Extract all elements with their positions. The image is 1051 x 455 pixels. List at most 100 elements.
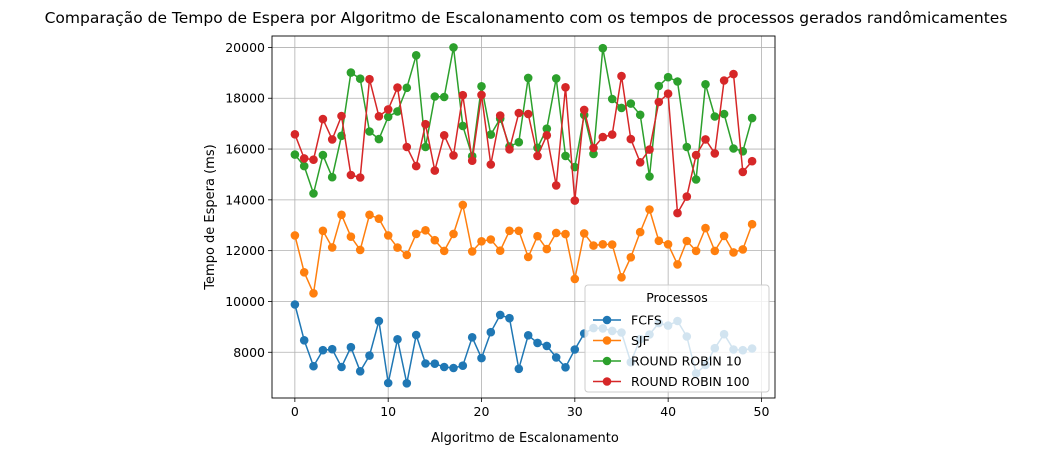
data-point-sjf — [393, 243, 402, 252]
data-point-fcfs — [327, 344, 337, 354]
data-point-round-robin-100 — [635, 158, 645, 167]
data-point-sjf — [365, 210, 374, 220]
legend-swatch-marker — [602, 356, 612, 366]
data-point-round-robin-100 — [663, 89, 673, 98]
data-point-round-robin-100 — [729, 69, 738, 79]
data-point-round-robin-10 — [691, 175, 701, 184]
legend-box — [584, 284, 770, 393]
x-tick-label: 0 — [291, 404, 299, 419]
series-line-round-robin-10 — [294, 46, 753, 195]
data-point-sjf — [374, 214, 384, 223]
y-tick-label: 10000 — [225, 294, 265, 309]
y-tick-label: 14000 — [225, 192, 265, 207]
data-point-round-robin-10 — [355, 74, 365, 83]
data-point-fcfs — [561, 363, 570, 372]
data-point-fcfs — [542, 341, 552, 351]
data-point-round-robin-10 — [747, 113, 757, 123]
data-point-round-robin-10 — [551, 74, 561, 83]
data-point-round-robin-100 — [701, 135, 710, 144]
y-tick-label: 8000 — [233, 345, 265, 360]
legend-entry-round-robin-100: ROUND ROBIN 100 — [593, 374, 750, 389]
data-point-round-robin-10 — [402, 83, 412, 93]
data-point-fcfs — [365, 351, 374, 360]
data-point-round-robin-100 — [691, 150, 701, 160]
data-point-round-robin-100 — [458, 90, 468, 100]
data-point-round-robin-10 — [374, 134, 384, 144]
legend-title: Processos — [646, 290, 708, 305]
data-point-fcfs — [299, 336, 309, 345]
data-point-sjf — [673, 260, 682, 269]
data-point-fcfs — [290, 300, 300, 309]
data-point-fcfs — [570, 345, 580, 354]
data-point-round-robin-100 — [355, 173, 365, 182]
data-point-round-robin-10 — [318, 150, 328, 160]
data-point-round-robin-100 — [607, 130, 617, 139]
data-point-round-robin-100 — [514, 108, 524, 118]
y-tick-label: 16000 — [225, 142, 265, 157]
data-point-fcfs — [383, 378, 393, 388]
data-point-fcfs — [495, 310, 505, 320]
data-point-round-robin-100 — [439, 131, 449, 140]
data-point-fcfs — [318, 345, 328, 355]
x-axis-label: Algoritmo de Escalonamento — [431, 431, 619, 446]
series-line-round-robin-100 — [294, 73, 753, 214]
data-point-round-robin-10 — [439, 92, 449, 102]
data-point-sjf — [561, 229, 570, 239]
data-point-round-robin-100 — [505, 145, 514, 154]
data-point-round-robin-10 — [645, 172, 654, 181]
data-point-fcfs — [430, 359, 440, 369]
data-point-round-robin-100 — [579, 105, 589, 115]
data-point-fcfs — [411, 330, 421, 340]
data-point-round-robin-100 — [477, 90, 486, 100]
data-point-round-robin-100 — [570, 196, 580, 205]
data-point-round-robin-100 — [402, 142, 412, 152]
data-point-fcfs — [505, 313, 514, 323]
data-point-round-robin-10 — [738, 147, 748, 156]
data-point-sjf — [645, 205, 654, 214]
data-point-round-robin-100 — [383, 105, 393, 114]
data-point-sjf — [729, 248, 738, 257]
plot-frame — [271, 35, 776, 399]
data-point-sjf — [682, 236, 692, 246]
data-point-sjf — [346, 232, 356, 241]
data-point-sjf — [477, 237, 486, 246]
data-point-round-robin-100 — [421, 119, 430, 129]
data-point-round-robin-10 — [589, 149, 598, 159]
legend-entry-fcfs: FCFS — [593, 313, 662, 328]
data-point-fcfs — [523, 331, 533, 340]
data-point-sjf — [402, 250, 412, 260]
data-point-round-robin-10 — [561, 151, 570, 161]
chart-title: Comparação de Tempo de Espera por Algori… — [45, 9, 1008, 27]
data-point-round-robin-10 — [346, 68, 356, 77]
data-point-sjf — [691, 246, 701, 256]
data-point-round-robin-100 — [598, 132, 608, 142]
data-point-round-robin-100 — [551, 181, 561, 190]
data-point-sjf — [458, 200, 468, 210]
x-tick-label: 50 — [754, 404, 770, 419]
data-point-round-robin-100 — [411, 161, 421, 171]
data-point-round-robin-10 — [542, 124, 552, 133]
data-point-sjf — [533, 231, 542, 241]
data-point-sjf — [598, 240, 608, 249]
data-point-sjf — [570, 274, 580, 284]
data-point-sjf — [439, 246, 449, 256]
data-point-sjf — [449, 229, 458, 239]
data-point-round-robin-10 — [523, 73, 533, 83]
data-point-sjf — [542, 244, 552, 254]
legend-entry-round-robin-10: ROUND ROBIN 10 — [593, 354, 742, 369]
data-point-round-robin-100 — [327, 135, 337, 144]
data-point-round-robin-10 — [729, 144, 738, 153]
data-point-round-robin-10 — [430, 92, 440, 101]
data-point-round-robin-10 — [299, 161, 309, 171]
data-point-fcfs — [337, 362, 346, 372]
data-point-round-robin-100 — [617, 71, 626, 81]
data-point-round-robin-10 — [477, 82, 486, 91]
data-point-round-robin-10 — [514, 137, 524, 147]
data-point-round-robin-100 — [523, 109, 533, 119]
legend-label: ROUND ROBIN 10 — [631, 354, 742, 369]
data-point-fcfs — [449, 363, 458, 373]
data-point-sjf — [355, 245, 365, 255]
data-point-sjf — [383, 231, 393, 240]
data-point-round-robin-10 — [458, 121, 468, 131]
data-point-round-robin-10 — [383, 112, 393, 122]
